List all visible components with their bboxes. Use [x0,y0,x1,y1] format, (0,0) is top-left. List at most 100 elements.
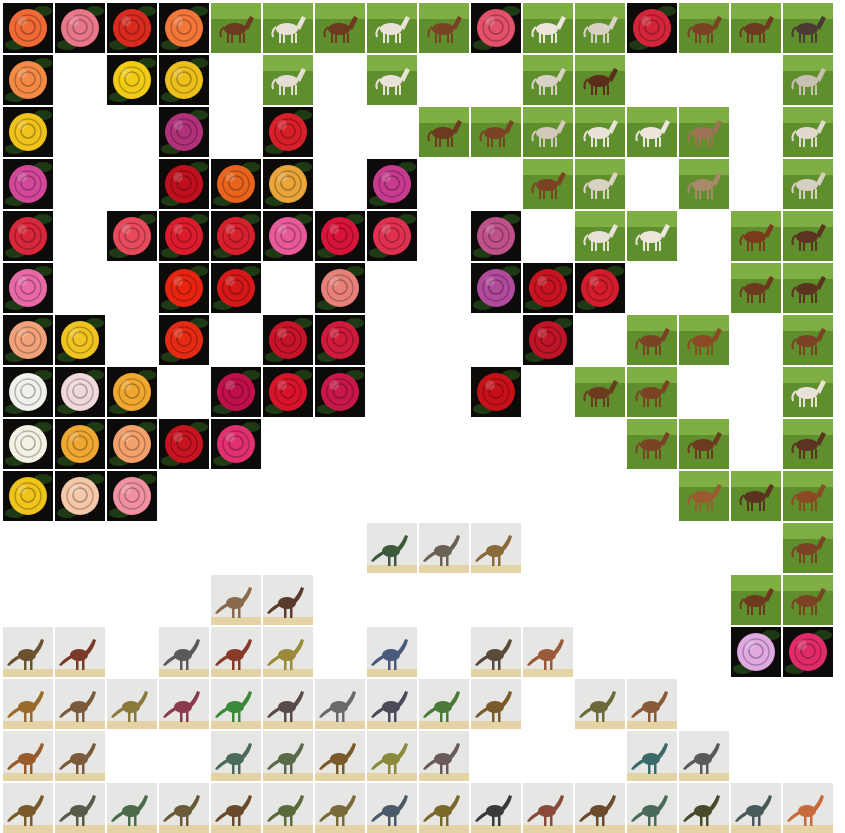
dino-photo-tile[interactable] [159,627,209,677]
rose-photo-tile[interactable] [731,627,781,677]
dino-photo-tile[interactable] [627,783,677,833]
rose-photo-tile[interactable] [315,263,365,313]
dino-photo-tile[interactable] [679,783,729,833]
dino-photo-tile[interactable] [471,679,521,729]
horse-photo-tile[interactable] [627,419,677,469]
rose-photo-tile[interactable] [159,419,209,469]
rose-photo-tile[interactable] [159,3,209,53]
dino-photo-tile[interactable] [419,679,469,729]
rose-photo-tile[interactable] [3,315,53,365]
rose-photo-tile[interactable] [211,367,261,417]
horse-photo-tile[interactable] [731,263,781,313]
dino-photo-tile[interactable] [575,679,625,729]
horse-photo-tile[interactable] [783,3,833,53]
rose-photo-tile[interactable] [107,367,157,417]
horse-photo-tile[interactable] [211,3,261,53]
rose-photo-tile[interactable] [523,263,573,313]
dino-photo-tile[interactable] [211,679,261,729]
dino-photo-tile[interactable] [471,783,521,833]
dino-photo-tile[interactable] [367,679,417,729]
rose-photo-tile[interactable] [159,315,209,365]
dino-photo-tile[interactable] [419,783,469,833]
rose-photo-tile[interactable] [55,419,105,469]
rose-photo-tile[interactable] [211,419,261,469]
rose-photo-tile[interactable] [159,107,209,157]
horse-photo-tile[interactable] [679,107,729,157]
rose-photo-tile[interactable] [211,263,261,313]
rose-photo-tile[interactable] [263,211,313,261]
dino-photo-tile[interactable] [367,783,417,833]
rose-photo-tile[interactable] [3,55,53,105]
dino-photo-tile[interactable] [783,783,833,833]
horse-photo-tile[interactable] [575,3,625,53]
rose-photo-tile[interactable] [107,419,157,469]
rose-photo-tile[interactable] [55,471,105,521]
horse-photo-tile[interactable] [523,159,573,209]
dino-photo-tile[interactable] [627,679,677,729]
rose-photo-tile[interactable] [3,211,53,261]
dino-photo-tile[interactable] [679,731,729,781]
dino-photo-tile[interactable] [471,627,521,677]
horse-photo-tile[interactable] [315,3,365,53]
dino-photo-tile[interactable] [471,523,521,573]
dino-photo-tile[interactable] [263,731,313,781]
dino-photo-tile[interactable] [211,627,261,677]
horse-photo-tile[interactable] [575,159,625,209]
rose-photo-tile[interactable] [107,3,157,53]
horse-photo-tile[interactable] [627,211,677,261]
rose-photo-tile[interactable] [315,211,365,261]
dino-photo-tile[interactable] [55,731,105,781]
horse-photo-tile[interactable] [783,523,833,573]
dino-photo-tile[interactable] [3,731,53,781]
horse-photo-tile[interactable] [419,107,469,157]
horse-photo-tile[interactable] [679,3,729,53]
horse-photo-tile[interactable] [419,3,469,53]
rose-photo-tile[interactable] [3,367,53,417]
horse-photo-tile[interactable] [523,55,573,105]
rose-photo-tile[interactable] [3,159,53,209]
horse-photo-tile[interactable] [783,471,833,521]
horse-photo-tile[interactable] [575,55,625,105]
horse-photo-tile[interactable] [523,107,573,157]
rose-photo-tile[interactable] [55,3,105,53]
horse-photo-tile[interactable] [367,55,417,105]
horse-photo-tile[interactable] [783,107,833,157]
dino-photo-tile[interactable] [263,679,313,729]
dino-photo-tile[interactable] [419,731,469,781]
horse-photo-tile[interactable] [783,211,833,261]
rose-photo-tile[interactable] [159,55,209,105]
rose-photo-tile[interactable] [471,211,521,261]
rose-photo-tile[interactable] [211,159,261,209]
horse-photo-tile[interactable] [627,107,677,157]
horse-photo-tile[interactable] [263,55,313,105]
dino-photo-tile[interactable] [315,783,365,833]
dino-photo-tile[interactable] [263,783,313,833]
rose-photo-tile[interactable] [107,211,157,261]
horse-photo-tile[interactable] [575,211,625,261]
dino-photo-tile[interactable] [575,783,625,833]
rose-photo-tile[interactable] [367,159,417,209]
dino-photo-tile[interactable] [627,731,677,781]
horse-photo-tile[interactable] [263,3,313,53]
rose-photo-tile[interactable] [107,471,157,521]
dino-photo-tile[interactable] [3,783,53,833]
horse-photo-tile[interactable] [523,3,573,53]
horse-photo-tile[interactable] [575,107,625,157]
rose-photo-tile[interactable] [471,3,521,53]
dino-photo-tile[interactable] [159,783,209,833]
horse-photo-tile[interactable] [627,315,677,365]
rose-photo-tile[interactable] [471,367,521,417]
dino-photo-tile[interactable] [211,783,261,833]
rose-photo-tile[interactable] [3,107,53,157]
rose-photo-tile[interactable] [367,211,417,261]
dino-photo-tile[interactable] [107,679,157,729]
dino-photo-tile[interactable] [263,627,313,677]
dino-photo-tile[interactable] [107,783,157,833]
dino-photo-tile[interactable] [731,783,781,833]
dino-photo-tile[interactable] [55,627,105,677]
rose-photo-tile[interactable] [263,107,313,157]
rose-photo-tile[interactable] [263,159,313,209]
horse-photo-tile[interactable] [731,3,781,53]
rose-photo-tile[interactable] [263,367,313,417]
dino-photo-tile[interactable] [211,575,261,625]
